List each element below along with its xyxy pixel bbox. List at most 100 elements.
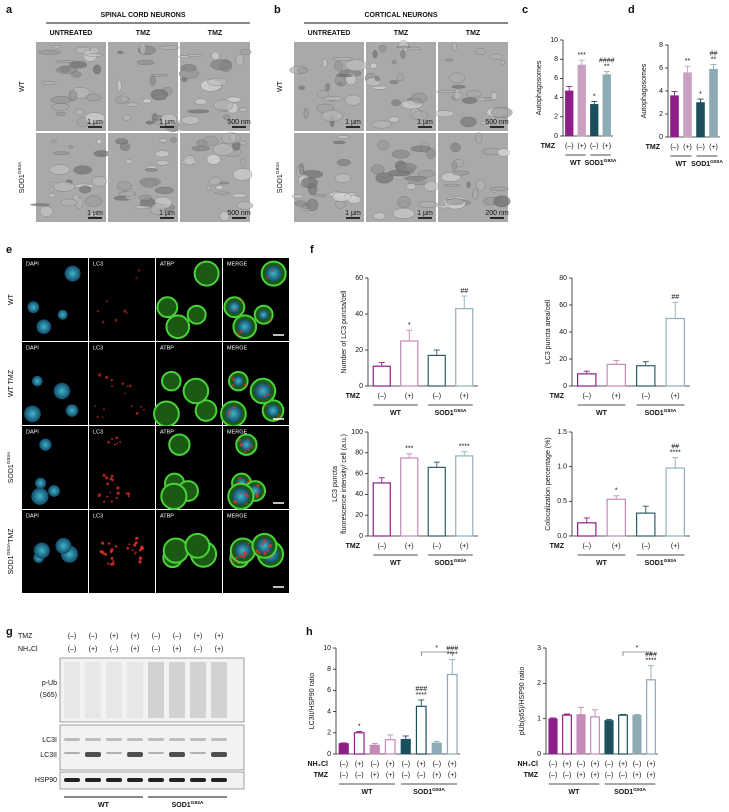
- em-texture: [48, 193, 56, 198]
- lc3ii-band: [190, 752, 206, 754]
- dapi-signal: [65, 404, 79, 417]
- dapi-signal: [24, 405, 41, 423]
- x-row-label: (+): [612, 393, 621, 400]
- blot-label: (S65): [40, 692, 57, 699]
- em-texture: [229, 133, 237, 143]
- lc3-signal: [263, 539, 267, 543]
- em-texture: [89, 212, 99, 217]
- em-texture: [206, 154, 221, 165]
- row-label-sup: G93A: [17, 161, 23, 174]
- y-axis-label: Colocalization percentage (%): [545, 437, 552, 530]
- significance-label: ****: [459, 444, 470, 451]
- scale-bar-label: 1 µm: [345, 119, 361, 126]
- em-texture: [445, 198, 464, 206]
- x-row-label: (–): [432, 761, 441, 768]
- em-texture: [443, 183, 460, 187]
- lc3i-band: [106, 738, 122, 741]
- em-texture: [53, 151, 70, 156]
- lc3-signal: [101, 541, 105, 545]
- row-label-label: SOD1: [8, 555, 15, 574]
- group-label: WT: [596, 410, 608, 417]
- dapi-signal: [57, 309, 68, 320]
- group-label-sup: G93A: [454, 408, 467, 414]
- lc3-signal: [231, 384, 235, 387]
- em-texture: [391, 99, 401, 107]
- em-texture: [154, 186, 174, 194]
- em-texture: [444, 58, 454, 62]
- em-texture: [322, 58, 328, 68]
- lc3i-band: [85, 738, 101, 741]
- em-texture: [436, 90, 458, 94]
- channel-label: DAPI: [26, 345, 39, 351]
- x-row-name: NH₄Cl: [518, 761, 539, 768]
- significance-label: ####: [599, 58, 615, 65]
- lc3-signal: [101, 416, 104, 419]
- em-texture: [84, 112, 106, 124]
- em-texture: [474, 47, 486, 56]
- em-texture: [206, 185, 212, 191]
- y-tick-label: 0.5: [557, 498, 567, 505]
- x-row-label: (–): [432, 543, 441, 550]
- y-tick-label: 10: [323, 645, 331, 652]
- lc3-signal: [143, 408, 146, 411]
- row-label-label: SOD1: [19, 174, 26, 193]
- em-texture: [53, 181, 75, 192]
- lc3i-band: [148, 738, 164, 741]
- lc3-signal: [114, 545, 118, 548]
- group-label-label: WT: [362, 789, 374, 796]
- lc3-signal: [134, 537, 137, 540]
- bar: [427, 354, 446, 387]
- dapi-signal: [233, 375, 244, 387]
- em-texture: [374, 76, 380, 82]
- y-tick-label: 2: [327, 730, 331, 737]
- panel-letter: a: [6, 4, 13, 16]
- x-row-label: (+): [370, 772, 379, 779]
- channel-label: LC3: [93, 513, 103, 519]
- x-row-label: (–): [370, 761, 379, 768]
- condition-label: (+): [131, 646, 140, 653]
- condition-label: (+): [173, 646, 182, 653]
- lc3-signal: [102, 552, 106, 556]
- x-row-label: (+): [432, 772, 441, 779]
- significance-label: ##: [460, 288, 468, 295]
- x-row-name: TMZ: [550, 393, 565, 400]
- pub-smear: [169, 662, 185, 718]
- em-texture: [150, 203, 166, 216]
- bar: [646, 679, 656, 755]
- lc3-signal: [123, 392, 126, 395]
- lc3-signal: [229, 409, 232, 412]
- lc3-signal: [270, 269, 274, 273]
- lc3-signal: [126, 385, 129, 388]
- em-texture: [69, 61, 88, 69]
- lc3-signal: [130, 405, 133, 408]
- condition-label: (–): [110, 646, 119, 653]
- x-row-name: TMZ: [541, 143, 556, 150]
- dapi-signal: [64, 265, 81, 282]
- em-texture: [334, 61, 343, 71]
- lc3-signal: [255, 494, 259, 498]
- lc3-signal: [135, 551, 137, 554]
- y-tick-label: 80: [355, 450, 363, 457]
- x-row-label: (–): [417, 772, 426, 779]
- bar: [670, 95, 679, 138]
- lc3-signal: [243, 383, 247, 387]
- hsp90-band: [148, 778, 164, 782]
- panel-letter: d: [628, 4, 635, 16]
- lc3-signal: [135, 411, 139, 415]
- em-texture: [178, 55, 190, 58]
- em-texture: [489, 186, 509, 191]
- em-texture: [117, 79, 122, 92]
- lc3-signal: [101, 550, 104, 554]
- lc3-signal: [266, 549, 270, 553]
- column-header: UNTREATED: [308, 30, 351, 37]
- em-texture: [335, 173, 352, 183]
- bar: [577, 64, 586, 137]
- lc3ii-band: [211, 752, 227, 757]
- dapi-signal: [240, 438, 253, 451]
- significance-label: *: [699, 91, 702, 98]
- row-label: SOD1G93A: [275, 161, 284, 193]
- lc3-signal: [276, 414, 279, 416]
- condition-label: (–): [68, 646, 77, 653]
- y-tick-label: 20: [355, 512, 363, 519]
- row-label-label: WT TMZ: [8, 369, 15, 397]
